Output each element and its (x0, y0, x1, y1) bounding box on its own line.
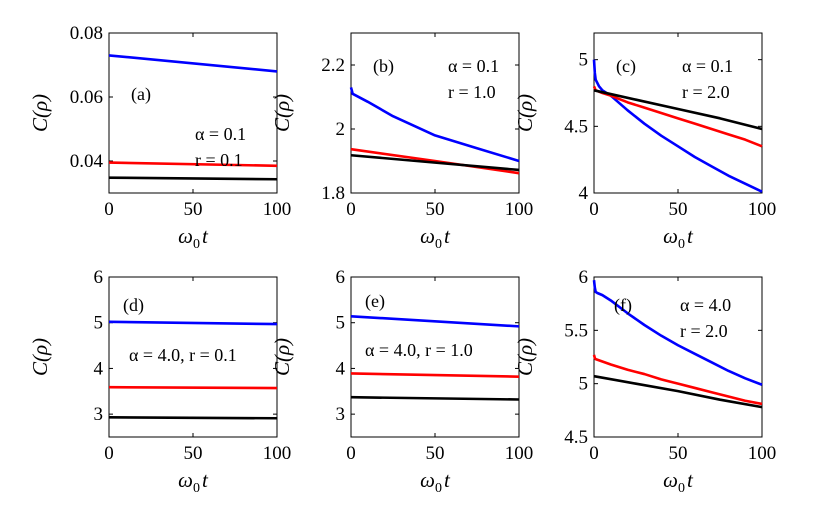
series-line-blue (350, 315, 520, 328)
parameter-annotation: α = 4.0, r = 0.1 (129, 345, 237, 365)
parameter-annotation: α = 0.1 (448, 56, 499, 76)
x-tick-label: 0 (589, 199, 599, 220)
parameter-annotation: r = 0.1 (195, 150, 243, 170)
parameter-annotation: α = 0.1 (195, 124, 246, 144)
series-line-blue (108, 320, 278, 326)
y-tick-label: 3 (336, 404, 346, 425)
parameter-annotation: α = 0.1 (682, 56, 733, 76)
x-tick-label: 100 (505, 199, 534, 220)
parameter-annotation: α = 4.0 (680, 295, 731, 315)
y-tick-label: 6 (94, 267, 104, 288)
panel-label: (f) (614, 295, 632, 316)
y-axis-label: C(ρ) (28, 94, 52, 132)
series-line-black (593, 374, 763, 409)
series-line-black (350, 395, 520, 401)
series-line-red (108, 385, 278, 390)
y-tick-label: 5 (94, 313, 104, 334)
chart-panel-a: 0 50 100 0.04 0.06 0.08 (a) α = 0.1 r = 0.1 ω0t C(… (28, 23, 291, 252)
x-tick-label: 0 (346, 199, 356, 220)
x-tick-label: 50 (669, 199, 688, 220)
chart-panel-e: 0 50 100 3 4 5 6 (e) α = 4.0, r = 1.0 ω0t C(ρ) (270, 267, 533, 496)
series-line-blue (349, 87, 520, 163)
chart-panel-b: 0 50 100 1.8 2 2.2 (b) α = 0.1 r = 1.0 ω0t C(ρ) (270, 32, 534, 252)
x-axis-label: ω0t (420, 468, 451, 496)
x-tick-label: 50 (184, 443, 203, 464)
x-tick-label: 100 (263, 443, 292, 464)
y-tick-label: 4.5 (564, 427, 588, 448)
x-tick-label: 50 (426, 199, 445, 220)
y-tick-label: 4 (579, 183, 589, 204)
y-tick-label: 3 (94, 404, 104, 425)
series-line-black (350, 153, 520, 172)
y-tick-label: 4 (336, 358, 346, 379)
series-line-blue (592, 280, 763, 386)
series-line-red (350, 147, 520, 175)
y-tick-label: 5 (579, 374, 589, 395)
parameter-annotation: r = 1.0 (448, 82, 496, 102)
x-tick-label: 0 (346, 443, 356, 464)
panel-label: (d) (123, 295, 144, 316)
series-line-blue (592, 59, 763, 193)
y-axis-label: C(ρ) (28, 338, 52, 376)
x-axis-label: ω0t (178, 224, 209, 252)
x-tick-label: 100 (505, 443, 534, 464)
y-tick-label: 5.5 (564, 320, 588, 341)
x-axis-label: ω0t (663, 468, 694, 496)
y-tick-label: 1.8 (321, 183, 345, 204)
panel-label: (b) (373, 56, 394, 77)
y-tick-label: 0.06 (70, 87, 103, 108)
y-tick-label: 6 (579, 267, 589, 288)
parameter-annotation: r = 2.0 (680, 321, 728, 341)
y-tick-label: 2.2 (321, 55, 345, 76)
series-line-red (350, 372, 520, 378)
x-tick-label: 100 (748, 443, 777, 464)
y-tick-label: 4.5 (564, 116, 588, 137)
x-tick-label: 100 (748, 199, 777, 220)
panel-label: (a) (131, 84, 151, 105)
x-tick-label: 50 (669, 443, 688, 464)
chart-panel-c: 0 50 100 4 4.5 5 (c) α = 0.1 r = 2.0 ω0t C(ρ) (513, 32, 777, 252)
y-tick-label: 5 (336, 313, 346, 334)
y-axis-label: C(ρ) (513, 338, 537, 376)
x-tick-label: 100 (263, 199, 292, 220)
x-tick-label: 50 (426, 443, 445, 464)
panel-label: (e) (365, 291, 385, 312)
chart-panel-f: 0 50 100 4.5 5 5.5 6 (f) α = 4.0 r = 2.0 ω0t C(ρ) (513, 267, 776, 496)
y-tick-label: 5 (579, 50, 589, 71)
series-line-black (108, 176, 278, 181)
series-line-red (592, 354, 763, 406)
x-axis-label: ω0t (178, 468, 209, 496)
x-tick-label: 0 (589, 443, 599, 464)
panel-label: (c) (616, 56, 636, 77)
y-tick-label: 6 (336, 267, 346, 288)
x-tick-label: 0 (104, 199, 114, 220)
series-line-black (108, 416, 278, 420)
series-line-red (108, 161, 278, 168)
parameter-annotation: r = 2.0 (682, 82, 730, 102)
y-axis-label: C(ρ) (270, 94, 294, 132)
parameter-annotation: α = 4.0, r = 1.0 (365, 340, 473, 360)
x-tick-label: 50 (184, 199, 203, 220)
x-axis-label: ω0t (420, 224, 451, 252)
chart-panel-d: 0 50 100 3 4 5 6 (d) α = 4.0, r = 0.1 ω0t C(ρ) (28, 267, 291, 496)
series-line-black (593, 89, 763, 131)
y-tick-label: 0.04 (70, 151, 104, 172)
y-axis-label: C(ρ) (513, 94, 537, 132)
y-tick-label: 4 (94, 358, 104, 379)
y-tick-label: 0.08 (70, 23, 103, 44)
y-axis-label: C(ρ) (270, 338, 294, 376)
y-tick-label: 2 (336, 119, 346, 140)
x-tick-label: 0 (104, 443, 114, 464)
series-line-blue (108, 54, 278, 73)
x-axis-label: ω0t (663, 224, 694, 252)
